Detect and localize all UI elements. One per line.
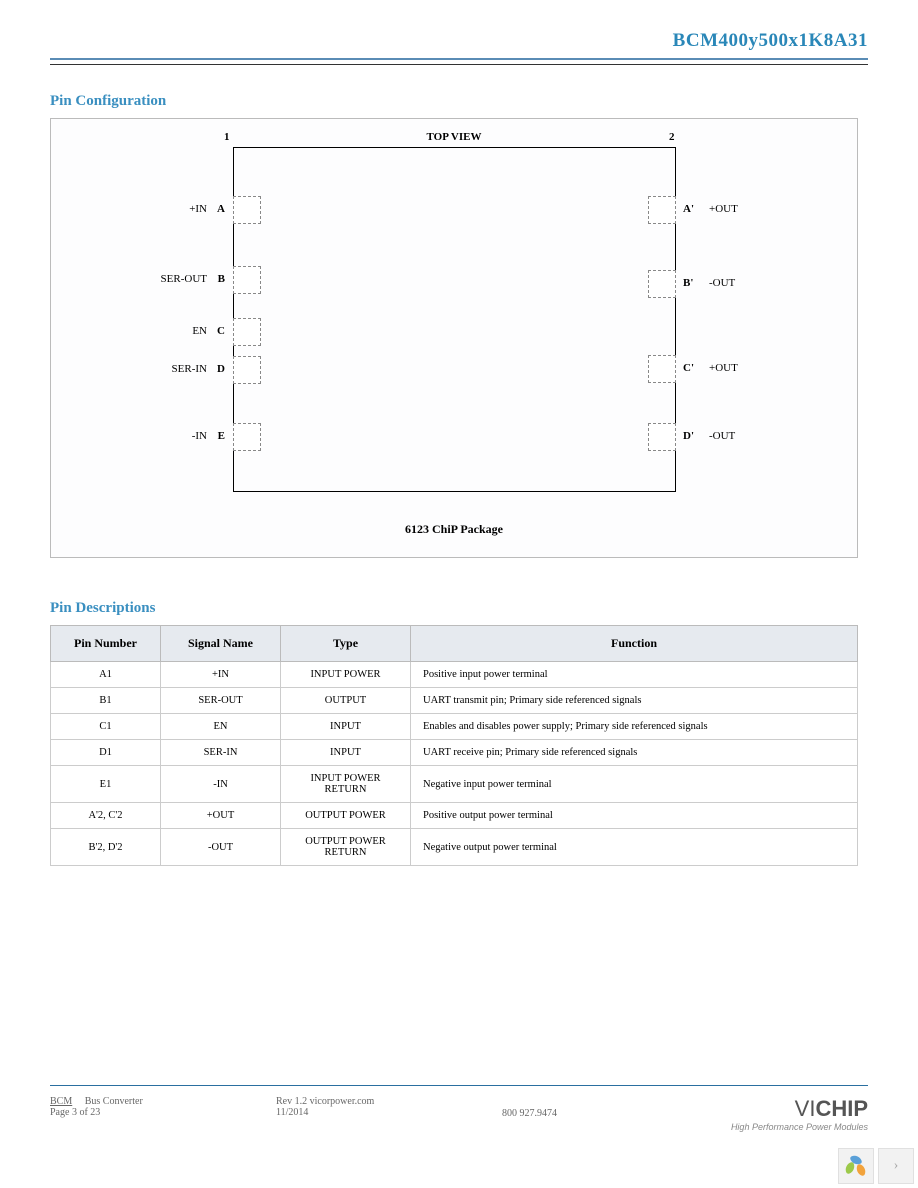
package-label: 6123 ChiP Package xyxy=(405,522,503,537)
table-cell: +OUT xyxy=(161,803,281,829)
pin-letter-Bprime: B' xyxy=(683,277,701,289)
pin-signal-Bprime: -OUT xyxy=(709,277,765,289)
pin-descriptions-table: Pin Number Signal Name Type Function A1+… xyxy=(50,625,858,866)
header-rule-bottom xyxy=(50,64,868,65)
footer-date: 11/2014 xyxy=(276,1107,476,1118)
table-row: D1SER-ININPUTUART receive pin; Primary s… xyxy=(51,740,858,766)
logo-thin: VI xyxy=(795,1096,816,1121)
footer-revision: Rev 1.2 vicorpower.com xyxy=(276,1096,476,1107)
col-type: Type xyxy=(281,626,411,662)
table-row: A'2, C'2+OUTOUTPUT POWERPositive output … xyxy=(51,803,858,829)
footer-rule xyxy=(50,1085,868,1086)
diagram-col-1: 1 xyxy=(224,131,230,143)
part-number: BCM400y500x1K8A31 xyxy=(50,30,868,52)
pin-letter-Aprime: A' xyxy=(683,203,701,215)
logo-tagline: High Performance Power Modules xyxy=(648,1122,868,1132)
footer-phone: 800 927.9474 xyxy=(502,1096,622,1119)
table-cell: OUTPUT xyxy=(281,688,411,714)
pin-box-Cprime xyxy=(648,355,676,383)
pin-box-Dprime xyxy=(648,423,676,451)
table-row: C1ENINPUTEnables and disables power supp… xyxy=(51,714,858,740)
pin-letter-Cprime: C' xyxy=(683,362,701,374)
table-cell: OUTPUT POWER RETURN xyxy=(281,829,411,866)
pin-signal-A: +IN xyxy=(151,203,207,215)
table-cell: +IN xyxy=(161,662,281,688)
pin-signal-Cprime: +OUT xyxy=(709,362,765,374)
table-header-row: Pin Number Signal Name Type Function xyxy=(51,626,858,662)
petals-icon xyxy=(845,1155,867,1177)
col-pin-number: Pin Number xyxy=(51,626,161,662)
pin-box-Aprime xyxy=(648,196,676,224)
table-cell: A'2, C'2 xyxy=(51,803,161,829)
footer-product-abbrev: BCM xyxy=(50,1096,72,1107)
pin-letter-A: A xyxy=(211,203,225,215)
section-title-pin-desc: Pin Descriptions xyxy=(50,600,868,617)
table-cell: E1 xyxy=(51,766,161,803)
pin-box-A1 xyxy=(233,196,261,224)
table-cell: SER-OUT xyxy=(161,688,281,714)
table-cell: Enables and disables power supply; Prima… xyxy=(411,714,858,740)
corner-next-button[interactable]: › xyxy=(878,1148,914,1184)
table-cell: D1 xyxy=(51,740,161,766)
pin-letter-Dprime: D' xyxy=(683,430,701,442)
pin-signal-Aprime: +OUT xyxy=(709,203,765,215)
table-cell: INPUT POWER xyxy=(281,662,411,688)
pin-signal-B: SER-OUT xyxy=(151,273,207,285)
table-cell: UART receive pin; Primary side reference… xyxy=(411,740,858,766)
col-signal-name: Signal Name xyxy=(161,626,281,662)
footer-page-number: Page 3 of 23 xyxy=(50,1107,250,1118)
section-title-pin-config: Pin Configuration xyxy=(50,93,868,110)
table-cell: B1 xyxy=(51,688,161,714)
table-cell: INPUT xyxy=(281,714,411,740)
header-rule-top xyxy=(50,58,868,60)
table-cell: C1 xyxy=(51,714,161,740)
table-row: B'2, D'2-OUTOUTPUT POWER RETURNNegative … xyxy=(51,829,858,866)
table-cell: A1 xyxy=(51,662,161,688)
corner-logo-box[interactable] xyxy=(838,1148,874,1184)
table-cell: OUTPUT POWER xyxy=(281,803,411,829)
pin-letter-B: B xyxy=(211,273,225,285)
table-cell: -OUT xyxy=(161,829,281,866)
corner-widget: › xyxy=(838,1148,914,1184)
vichip-logo: VICHIP xyxy=(648,1096,868,1122)
pin-letter-C: C xyxy=(211,325,225,337)
pin-signal-E: -IN xyxy=(151,430,207,442)
table-row: A1+ININPUT POWERPositive input power ter… xyxy=(51,662,858,688)
table-cell: Positive output power terminal xyxy=(411,803,858,829)
pin-box-C1 xyxy=(233,318,261,346)
col-function: Function xyxy=(411,626,858,662)
pin-letter-D: D xyxy=(211,363,225,375)
pin-letter-E: E xyxy=(211,430,225,442)
pin-box-Bprime xyxy=(648,270,676,298)
logo-bold: CHIP xyxy=(815,1096,868,1121)
pin-signal-C: EN xyxy=(151,325,207,337)
page-footer: BCM Bus Converter Page 3 of 23 Rev 1.2 v… xyxy=(50,1085,868,1132)
table-cell: INPUT xyxy=(281,740,411,766)
pin-config-diagram: 1 TOP VIEW 2 +IN A SER-OUT B EN C SER-IN… xyxy=(50,118,858,558)
table-cell: SER-IN xyxy=(161,740,281,766)
pin-box-E1 xyxy=(233,423,261,451)
pin-signal-Dprime: -OUT xyxy=(709,430,765,442)
table-row: B1SER-OUTOUTPUTUART transmit pin; Primar… xyxy=(51,688,858,714)
pin-box-B1 xyxy=(233,266,261,294)
table-cell: B'2, D'2 xyxy=(51,829,161,866)
chip-outline xyxy=(233,147,676,492)
table-cell: Positive input power terminal xyxy=(411,662,858,688)
table-cell: -IN xyxy=(161,766,281,803)
chevron-right-icon: › xyxy=(894,1158,899,1174)
footer-product-type: Bus Converter xyxy=(85,1096,143,1107)
table-cell: INPUT POWER RETURN xyxy=(281,766,411,803)
diagram-col-2: 2 xyxy=(669,131,675,143)
table-cell: EN xyxy=(161,714,281,740)
table-cell: UART transmit pin; Primary side referenc… xyxy=(411,688,858,714)
table-cell: Negative input power terminal xyxy=(411,766,858,803)
diagram-top-view-label: TOP VIEW xyxy=(427,131,482,143)
table-cell: Negative output power terminal xyxy=(411,829,858,866)
pin-signal-D: SER-IN xyxy=(151,363,207,375)
table-row: E1-ININPUT POWER RETURNNegative input po… xyxy=(51,766,858,803)
pin-box-D1 xyxy=(233,356,261,384)
